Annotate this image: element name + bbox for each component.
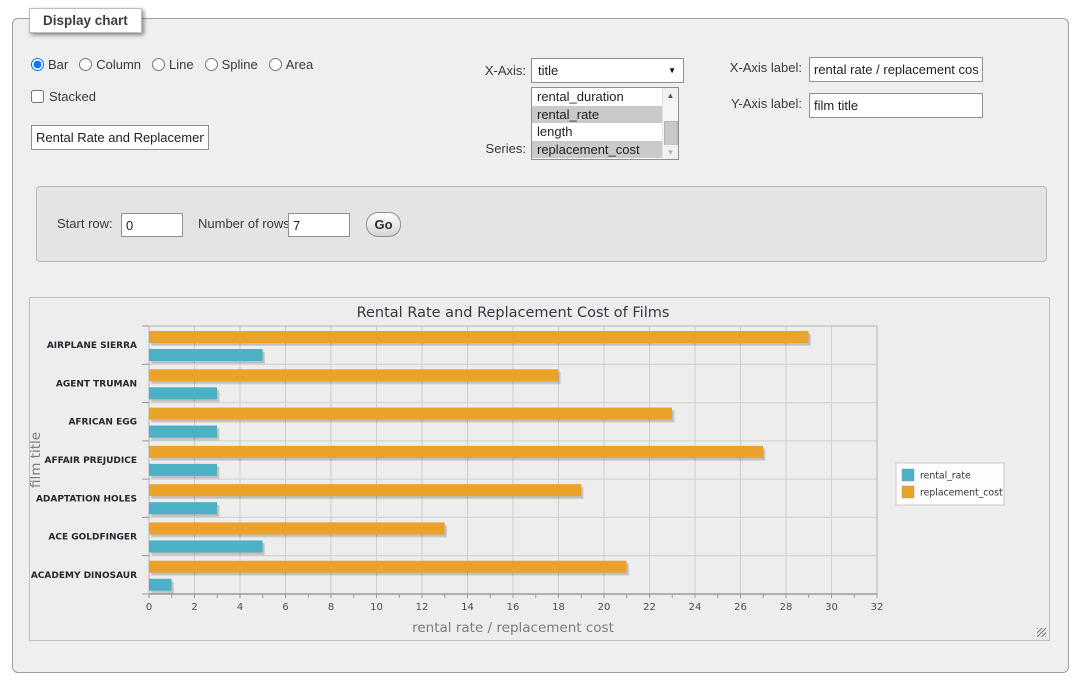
chart-type-option-bar[interactable]: Bar <box>31 57 68 72</box>
series-option-length[interactable]: length <box>532 123 662 141</box>
chart-title-input[interactable] <box>31 125 209 150</box>
svg-text:12: 12 <box>416 602 429 613</box>
rows-panel: Start row: Number of rows: Go <box>36 186 1047 262</box>
chart-type-option-column[interactable]: Column <box>79 57 141 72</box>
y-axis-label-input[interactable] <box>809 93 983 118</box>
chart-type-radio-area[interactable] <box>269 58 282 71</box>
svg-text:4: 4 <box>237 602 243 613</box>
svg-text:16: 16 <box>507 602 520 613</box>
svg-text:2: 2 <box>191 602 197 613</box>
svg-text:replacement_cost: replacement_cost <box>920 488 1003 499</box>
svg-text:28: 28 <box>780 602 793 613</box>
stacked-checkbox[interactable] <box>31 90 44 103</box>
chevron-down-icon: ▼ <box>668 66 683 75</box>
svg-text:ACE GOLDFINGER: ACE GOLDFINGER <box>48 533 137 543</box>
svg-text:20: 20 <box>598 602 611 613</box>
svg-text:ADAPTATION HOLES: ADAPTATION HOLES <box>36 494 137 504</box>
y-axis-label-field-label: Y-Axis label: <box>702 96 802 111</box>
series-option-rental_rate[interactable]: rental_rate <box>532 106 662 124</box>
stacked-option[interactable]: Stacked <box>31 89 96 104</box>
chart-type-option-spline[interactable]: Spline <box>205 57 258 72</box>
resize-handle-icon[interactable] <box>1037 628 1046 637</box>
chart-type-radio-column[interactable] <box>79 58 92 71</box>
svg-text:rental_rate: rental_rate <box>920 471 971 482</box>
svg-text:32: 32 <box>871 602 884 613</box>
stacked-label: Stacked <box>49 89 96 104</box>
chart-type-radio-spline[interactable] <box>205 58 218 71</box>
chart-type-option-label: Line <box>169 57 194 72</box>
x-axis-select[interactable]: title ▼ <box>531 58 684 83</box>
series-select-label: Series: <box>426 141 526 156</box>
svg-text:AFFAIR PREJUDICE: AFFAIR PREJUDICE <box>44 456 137 466</box>
svg-text:10: 10 <box>370 602 383 613</box>
series-scrollbar[interactable]: ▲ ▼ <box>662 88 678 159</box>
panel-title: Display chart <box>29 8 142 33</box>
chart-type-radio-group: Bar Column Line Spline Area <box>31 57 313 72</box>
svg-text:Rental Rate and Replacement Co: Rental Rate and Replacement Cost of Film… <box>357 305 670 321</box>
svg-text:14: 14 <box>461 602 474 613</box>
series-options: rental_durationrental_ratelengthreplacem… <box>532 88 678 158</box>
number-of-rows-label: Number of rows: <box>198 216 293 231</box>
series-listbox[interactable]: rental_durationrental_ratelengthreplacem… <box>531 87 679 160</box>
scroll-down-icon[interactable]: ▼ <box>663 145 678 159</box>
svg-text:6: 6 <box>282 602 288 613</box>
chart-type-option-label: Column <box>96 57 141 72</box>
x-axis-label-field-label: X-Axis label: <box>702 60 802 75</box>
start-row-label: Start row: <box>57 216 113 231</box>
svg-text:AIRPLANE SIERRA: AIRPLANE SIERRA <box>47 341 137 351</box>
chart-type-option-line[interactable]: Line <box>152 57 194 72</box>
svg-text:30: 30 <box>825 602 838 613</box>
chart-panel: 02468101214161820222426283032AIRPLANE SI… <box>29 297 1050 641</box>
x-axis-selected-value: title <box>532 63 668 78</box>
svg-text:rental rate / replacement cost: rental rate / replacement cost <box>412 620 614 636</box>
svg-text:film title: film title <box>30 432 44 488</box>
x-axis-select-label: X-Axis: <box>426 63 526 78</box>
svg-text:26: 26 <box>734 602 747 613</box>
bar-chart: 02468101214161820222426283032AIRPLANE SI… <box>30 298 1049 640</box>
number-of-rows-input[interactable] <box>288 213 350 237</box>
scrollbar-thumb[interactable] <box>664 121 678 146</box>
start-row-input[interactable] <box>121 213 183 237</box>
display-chart-panel: Display chart BarColumnLineSplineArea St… <box>12 18 1069 673</box>
chart-type-radio-line[interactable] <box>152 58 165 71</box>
chart-type-option-label: Area <box>286 57 313 72</box>
chart-type-option-area[interactable]: Area <box>269 57 313 72</box>
go-button[interactable]: Go <box>366 212 401 237</box>
scroll-up-icon[interactable]: ▲ <box>663 88 678 102</box>
chart-type-option-label: Spline <box>222 57 258 72</box>
chart-type-option-label: Bar <box>48 57 68 72</box>
svg-text:22: 22 <box>643 602 656 613</box>
svg-text:24: 24 <box>689 602 702 613</box>
svg-text:18: 18 <box>552 602 565 613</box>
x-axis-label-input[interactable] <box>809 57 983 82</box>
series-option-replacement_cost[interactable]: replacement_cost <box>532 141 662 159</box>
chart-type-radio-bar[interactable] <box>31 58 44 71</box>
svg-text:ACADEMY DINOSAUR: ACADEMY DINOSAUR <box>31 571 137 581</box>
svg-text:8: 8 <box>328 602 334 613</box>
svg-text:AGENT TRUMAN: AGENT TRUMAN <box>56 379 137 389</box>
svg-text:AFRICAN EGG: AFRICAN EGG <box>68 418 137 428</box>
svg-text:0: 0 <box>146 602 152 613</box>
series-option-rental_duration[interactable]: rental_duration <box>532 88 662 106</box>
